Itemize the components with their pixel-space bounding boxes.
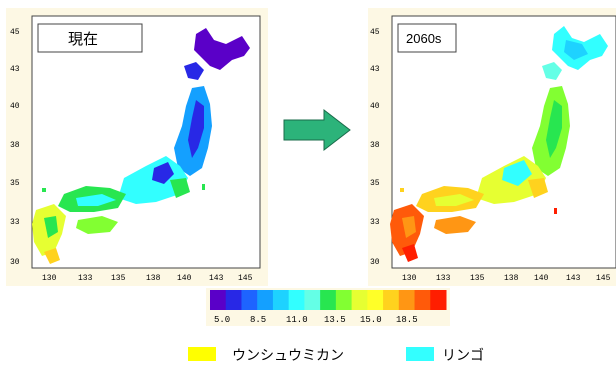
- left-shikoku: [76, 216, 118, 234]
- right-y-tick: 35: [370, 179, 380, 188]
- left-y-tick: 35: [10, 179, 20, 188]
- right-hokkaido-south: [542, 62, 562, 80]
- right-x-tick: 143: [566, 274, 581, 283]
- colorbar-tick: 11.0: [286, 315, 308, 325]
- left-x-ticks: 130 133 135 138 140 143 145: [42, 274, 253, 283]
- right-chubu-alps: [502, 160, 532, 186]
- right-x-tick: 133: [436, 274, 451, 283]
- left-y-ticks: 45 43 40 38 35 33 30: [10, 28, 20, 267]
- colorbar-tick: 13.5: [324, 315, 346, 325]
- right-chugoku-ridge: [434, 194, 474, 206]
- right-x-tick: 138: [504, 274, 519, 283]
- right-y-tick: 33: [370, 218, 380, 227]
- colorbar-tick: 5.0: [214, 315, 230, 325]
- left-period-label: 現在: [68, 31, 98, 48]
- colorbar-cell: [351, 290, 368, 310]
- right-x-ticks: 130 133 135 138 140 143 145: [402, 274, 611, 283]
- left-kyushu-south: [44, 248, 60, 264]
- left-chubu-alps: [152, 162, 174, 184]
- right-map-panel: 45 43 40 38 35 33 30 130 133 135 138 140…: [368, 8, 616, 286]
- right-kyushu-center: [402, 216, 416, 238]
- right-japan-map: [390, 26, 608, 262]
- right-kanto: [528, 178, 548, 198]
- colorbar-cell: [272, 290, 290, 310]
- colorbar-cell: [225, 290, 242, 310]
- legend-label-mikan: ウンシュウミカン: [232, 348, 344, 364]
- right-y-tick: 43: [370, 65, 380, 74]
- legend-swatch-mikan: [188, 347, 216, 361]
- right-period-box: [397, 23, 457, 53]
- left-map-panel: 45 43 40 38 35 33 30 130 133 135 138 140…: [6, 8, 268, 286]
- left-tohoku-mountains: [188, 100, 204, 158]
- right-x-tick: 130: [402, 274, 417, 283]
- right-arrow-icon: [283, 108, 351, 152]
- right-y-tick: 45: [370, 28, 380, 37]
- colorbar-tick: 8.5: [250, 315, 266, 325]
- right-period-label: 2060s: [406, 31, 442, 46]
- right-x-tick: 145: [596, 274, 611, 283]
- colorbar-cell: [430, 290, 447, 310]
- left-y-tick: 30: [10, 258, 20, 267]
- colorbar-cell: [241, 290, 258, 310]
- right-y-tick: 38: [370, 141, 380, 150]
- legend-swatch-ringo: [406, 347, 434, 361]
- left-kanto: [170, 178, 190, 198]
- colorbar-cells: [210, 290, 447, 310]
- left-x-tick: 145: [238, 274, 253, 283]
- colorbar: 5.0 8.5 11.0 13.5 15.0 18.5: [206, 288, 450, 326]
- left-y-tick: 38: [10, 141, 20, 150]
- colorbar-cell: [210, 290, 227, 310]
- right-island: [554, 208, 557, 214]
- left-kyushu-center: [44, 216, 58, 238]
- colorbar-cell: [320, 290, 337, 310]
- transition-arrow: [283, 108, 351, 152]
- left-y-tick: 33: [10, 218, 20, 227]
- colorbar-ticks: 5.0 8.5 11.0 13.5 15.0 18.5: [214, 315, 418, 325]
- left-x-tick: 130: [42, 274, 57, 283]
- left-period-box: [37, 23, 143, 53]
- colorbar-cell: [304, 290, 321, 310]
- right-y-tick: 30: [370, 258, 380, 267]
- left-x-tick: 138: [146, 274, 161, 283]
- colorbar-cell: [398, 290, 416, 310]
- left-island: [42, 188, 46, 192]
- right-shikoku: [434, 216, 476, 234]
- colorbar-cell: [367, 290, 384, 310]
- legend-label-ringo: リンゴ: [442, 348, 484, 364]
- right-y-ticks: 45 43 40 38 35 33 30: [370, 28, 380, 267]
- right-kyushu-south: [402, 244, 418, 262]
- right-x-tick: 140: [534, 274, 549, 283]
- left-y-tick: 43: [10, 65, 20, 74]
- left-x-tick: 135: [111, 274, 126, 283]
- left-y-tick: 40: [10, 102, 20, 111]
- left-x-tick: 133: [78, 274, 93, 283]
- colorbar-cell: [335, 290, 353, 310]
- colorbar-cell: [383, 290, 400, 310]
- colorbar-cell: [288, 290, 305, 310]
- left-hokkaido: [194, 28, 250, 70]
- left-japan-map: [32, 28, 250, 264]
- right-y-tick: 40: [370, 102, 380, 111]
- colorbar-cell: [257, 290, 274, 310]
- left-island: [202, 184, 205, 190]
- colorbar-tick: 18.5: [396, 315, 418, 325]
- right-hokkaido-center: [564, 40, 588, 60]
- right-x-tick: 135: [470, 274, 485, 283]
- colorbar-tick: 15.0: [360, 315, 382, 325]
- left-chugoku-ridge: [76, 194, 116, 206]
- right-island: [400, 188, 404, 192]
- left-y-tick: 45: [10, 28, 20, 37]
- left-x-tick: 143: [209, 274, 224, 283]
- left-hokkaido-south: [184, 62, 204, 80]
- right-tohoku-mountains: [546, 100, 562, 158]
- colorbar-cell: [414, 290, 431, 310]
- left-x-tick: 140: [177, 274, 192, 283]
